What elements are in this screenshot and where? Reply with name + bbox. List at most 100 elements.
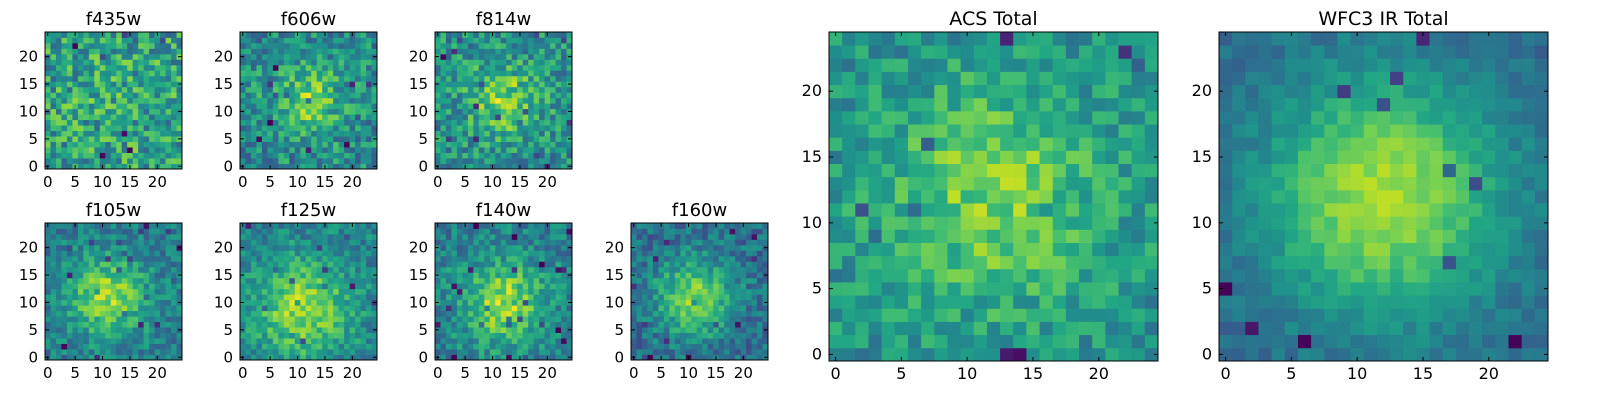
heatmap-cell — [165, 349, 172, 355]
heatmap-cell — [658, 255, 665, 262]
heatmap-cell — [762, 288, 769, 295]
heatmap-cell — [729, 244, 736, 251]
heatmap-cell — [631, 266, 637, 273]
heatmap-cell — [517, 136, 524, 142]
heatmap-cell — [355, 283, 361, 290]
heatmap-cell — [718, 305, 725, 312]
heatmap-cell — [311, 283, 318, 290]
heatmap-cell — [702, 239, 709, 246]
heatmap-cell — [445, 37, 452, 44]
heatmap-cell — [1105, 189, 1119, 204]
heatmap-cell — [55, 327, 62, 333]
heatmap-cell — [272, 239, 279, 246]
heatmap-cell — [647, 261, 654, 268]
heatmap-cell — [132, 86, 139, 93]
y-tick-label: 0 — [418, 348, 428, 366]
heatmap-cell — [522, 37, 529, 44]
heatmap-cell — [511, 86, 518, 93]
heatmap-cell — [550, 338, 556, 344]
heatmap-cell — [83, 349, 90, 355]
heatmap-cell — [132, 272, 139, 279]
heatmap-cell — [105, 42, 112, 49]
heatmap-cell — [489, 244, 496, 251]
heatmap-cell — [691, 266, 698, 273]
heatmap-cell — [445, 103, 452, 110]
heatmap-cell — [669, 228, 676, 235]
heatmap-cell — [300, 310, 307, 317]
heatmap-cell — [344, 277, 350, 284]
heatmap-cell — [366, 81, 372, 88]
heatmap-cell — [533, 321, 540, 328]
heatmap-cell — [278, 316, 285, 323]
heatmap-cell — [110, 37, 117, 44]
heatmap-cell — [165, 294, 172, 301]
heatmap-cell — [94, 316, 101, 323]
heatmap-cell — [316, 261, 323, 268]
heatmap-cell — [550, 327, 556, 333]
heatmap-cell — [757, 228, 763, 235]
heatmap-cell — [105, 125, 112, 132]
heatmap-cell — [751, 349, 758, 355]
heatmap-cell — [171, 223, 177, 229]
heatmap-cell — [272, 70, 279, 77]
heatmap-cell — [680, 239, 687, 246]
heatmap-cell — [1000, 334, 1014, 349]
heatmap-cell — [500, 228, 507, 235]
heatmap-cell — [473, 338, 480, 344]
heatmap-cell — [456, 32, 463, 38]
heatmap-cell — [1118, 176, 1133, 191]
heatmap-cell — [528, 321, 535, 328]
heatmap-cell — [55, 147, 62, 153]
heatmap-cell — [300, 103, 307, 110]
heatmap-cell — [240, 250, 246, 257]
heatmap-cell — [240, 343, 246, 350]
heatmap-cell — [1026, 268, 1040, 283]
heatmap-cell — [289, 321, 296, 328]
heatmap-cell — [267, 233, 274, 240]
heatmap-cell — [55, 86, 62, 93]
heatmap-cell — [658, 288, 665, 295]
heatmap-cell — [506, 321, 513, 328]
heatmap-cell — [751, 283, 758, 290]
heatmap-cell — [267, 130, 274, 137]
heatmap-cell — [456, 283, 463, 290]
heatmap-cell — [355, 316, 361, 323]
heatmap-cell — [533, 239, 540, 246]
heatmap-cell — [451, 244, 458, 251]
heatmap-cell — [713, 332, 720, 339]
heatmap-cell — [294, 277, 301, 284]
heatmap-cell — [333, 136, 340, 142]
heatmap-cell — [322, 321, 329, 328]
heatmap-cell — [713, 233, 720, 240]
heatmap-cell — [478, 75, 485, 82]
heatmap-cell — [250, 141, 257, 148]
heatmap-cell — [245, 277, 252, 284]
heatmap-cell — [116, 136, 123, 142]
heatmap-cell — [855, 255, 869, 270]
heatmap-cell — [506, 266, 513, 273]
heatmap-cell — [261, 48, 268, 55]
heatmap-cell — [539, 81, 545, 88]
heatmap-cell — [842, 255, 856, 270]
heatmap-cell — [333, 75, 340, 82]
heatmap-cell — [250, 349, 257, 355]
heatmap-cell — [566, 125, 573, 132]
heatmap-cell — [99, 349, 106, 355]
heatmap-cell — [66, 228, 73, 235]
heatmap-cell — [66, 75, 73, 82]
heatmap-cell — [245, 255, 252, 262]
y-tick-label: 5 — [28, 321, 38, 339]
heatmap-cell — [66, 53, 73, 60]
heatmap-cell — [495, 125, 502, 132]
heatmap-cell — [121, 119, 128, 126]
x-tick-label: 0 — [238, 173, 248, 191]
heatmap-cell — [105, 32, 112, 38]
heatmap-cell — [495, 261, 502, 268]
heatmap-cell — [561, 108, 567, 115]
heatmap-cell — [528, 108, 535, 115]
heatmap-cell — [735, 310, 741, 317]
heatmap-cell — [99, 70, 106, 77]
heatmap-cell — [669, 250, 676, 257]
heatmap-cell — [55, 321, 62, 328]
heatmap-cell — [267, 349, 274, 355]
